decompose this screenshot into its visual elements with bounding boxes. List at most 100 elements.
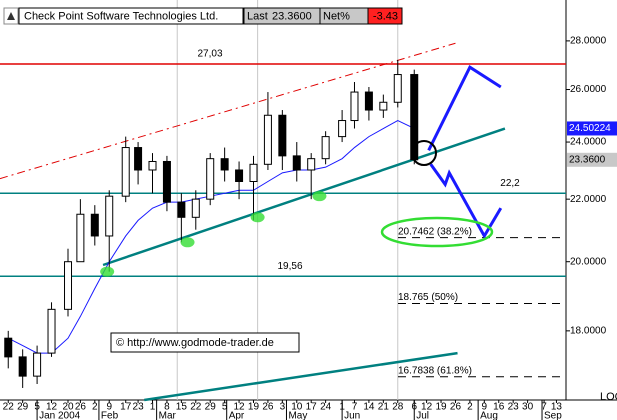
touch-point xyxy=(180,237,195,248)
candle-body xyxy=(4,337,13,358)
x-tick-label: 28 xyxy=(392,402,404,413)
x-tick-label: 7 xyxy=(352,402,358,413)
x-tick-label: 2 xyxy=(467,402,473,413)
x-tick-label: 12 xyxy=(421,402,433,413)
touch-point xyxy=(250,212,265,223)
x-tick-label: 1 xyxy=(150,402,156,413)
level-label: 27,03 xyxy=(197,49,222,60)
candle-body xyxy=(350,91,359,122)
header-net-label: Net% xyxy=(323,10,350,22)
x-tick-label: 9 xyxy=(482,402,488,413)
projection-path xyxy=(427,65,502,151)
header-title-box xyxy=(18,7,244,25)
level-label: 19,56 xyxy=(277,261,302,272)
candle-body xyxy=(321,136,330,160)
x-tick-label: 19 xyxy=(435,402,447,413)
candle-body xyxy=(191,198,200,218)
fib-label: 20.7462 (38.2%) xyxy=(398,226,472,237)
x-tick-label: 15 xyxy=(176,402,188,413)
x-tick-label: 17 xyxy=(306,402,318,413)
x-tick-label: 10 xyxy=(291,402,303,413)
scale-label: LOG xyxy=(600,391,617,403)
candle-body xyxy=(162,160,171,203)
candle-body xyxy=(292,155,301,171)
candle-body xyxy=(220,158,229,171)
header-title: Check Point Software Technologies Ltd. xyxy=(24,10,218,22)
candle-body xyxy=(177,201,186,218)
copyright-box xyxy=(110,332,300,353)
y-tick-label: 22.0000 xyxy=(570,194,607,205)
plot-layer: 27,03 22,2 19,56 20.7462 (38.2%) 18.765 (50%… xyxy=(0,0,566,402)
trendline xyxy=(144,351,458,402)
candle-body xyxy=(235,169,244,182)
x-tick-label: 23 xyxy=(133,402,145,413)
x-tick-label: 29 xyxy=(205,402,217,413)
candle-body xyxy=(33,352,42,377)
candle-body xyxy=(134,147,143,171)
month-label: May xyxy=(288,411,307,420)
candle-body xyxy=(121,147,130,197)
y-tick-label: 28.0000 xyxy=(570,36,607,47)
month-label: Feb xyxy=(101,411,119,420)
candle-body xyxy=(64,261,73,310)
candle-body xyxy=(249,163,258,182)
touch-point xyxy=(312,191,327,202)
x-tick-label: 20 xyxy=(62,402,74,413)
x-tick-label: 29 xyxy=(17,402,29,413)
x-tick-label: 24 xyxy=(320,402,332,413)
x-tick-label: 17 xyxy=(120,402,132,413)
month-label: Sep xyxy=(544,411,562,420)
ma-tag xyxy=(567,121,617,136)
candle-body xyxy=(379,101,388,111)
candle-body xyxy=(148,160,157,171)
x-tick-label: 12 xyxy=(234,402,246,413)
x-tick-label: 26 xyxy=(75,402,87,413)
month-label: Jul xyxy=(416,411,429,420)
header-icon-glyph xyxy=(7,12,15,20)
x-tick-label: 13 xyxy=(551,402,563,413)
x-tick-label: 26 xyxy=(262,402,274,413)
x-tick-label: 23 xyxy=(508,402,520,413)
month-label: Jun xyxy=(344,411,360,420)
month-label: Jan 2004 xyxy=(39,411,81,420)
copyright: © http://www.godmode-trader.de xyxy=(116,337,274,349)
candle-body xyxy=(307,158,316,171)
x-tick-label: 14 xyxy=(363,402,375,413)
y-tick-label: 24.0000 xyxy=(570,137,607,148)
trendline xyxy=(102,127,506,267)
y-tick-label: 18.0000 xyxy=(570,325,607,336)
x-tick-label: 22 xyxy=(190,402,202,413)
header-net: -3.43 xyxy=(373,10,398,22)
last-tag xyxy=(567,152,617,167)
trendline xyxy=(0,42,456,180)
fib-highlight xyxy=(380,216,494,248)
ma-tag-label: 24.50224 xyxy=(569,123,611,134)
x-tick-label: 16 xyxy=(493,402,505,413)
candle-body xyxy=(263,114,272,165)
level-label: 22,2 xyxy=(500,178,520,189)
candle-body xyxy=(76,213,85,263)
candle-body xyxy=(18,356,27,377)
x-tick-label: 22 xyxy=(3,402,15,413)
x-tick-label: 7 xyxy=(541,402,547,413)
month-label: Aug xyxy=(480,411,498,420)
x-tick-label: 12 xyxy=(46,402,58,413)
y-tick-label: 26.0000 xyxy=(570,84,607,95)
x-tick-label: 21 xyxy=(378,402,390,413)
header-last: 23.3600 xyxy=(272,10,312,22)
month-label: Mar xyxy=(159,411,177,420)
x-tick-label: 5 xyxy=(222,402,228,413)
touch-point xyxy=(100,266,115,277)
x-tick-label: 19 xyxy=(248,402,260,413)
x-tick-label: 2 xyxy=(92,402,98,413)
header-net-value-box xyxy=(367,7,403,25)
current-circle xyxy=(411,140,437,166)
x-tick-label: 26 xyxy=(450,402,462,413)
header-last-label: Last xyxy=(247,10,268,22)
month-label: Apr xyxy=(229,411,245,420)
candle-body xyxy=(90,213,99,237)
x-tick-label: 3 xyxy=(280,402,286,413)
candle-body xyxy=(338,120,347,138)
candle-body xyxy=(393,74,402,103)
